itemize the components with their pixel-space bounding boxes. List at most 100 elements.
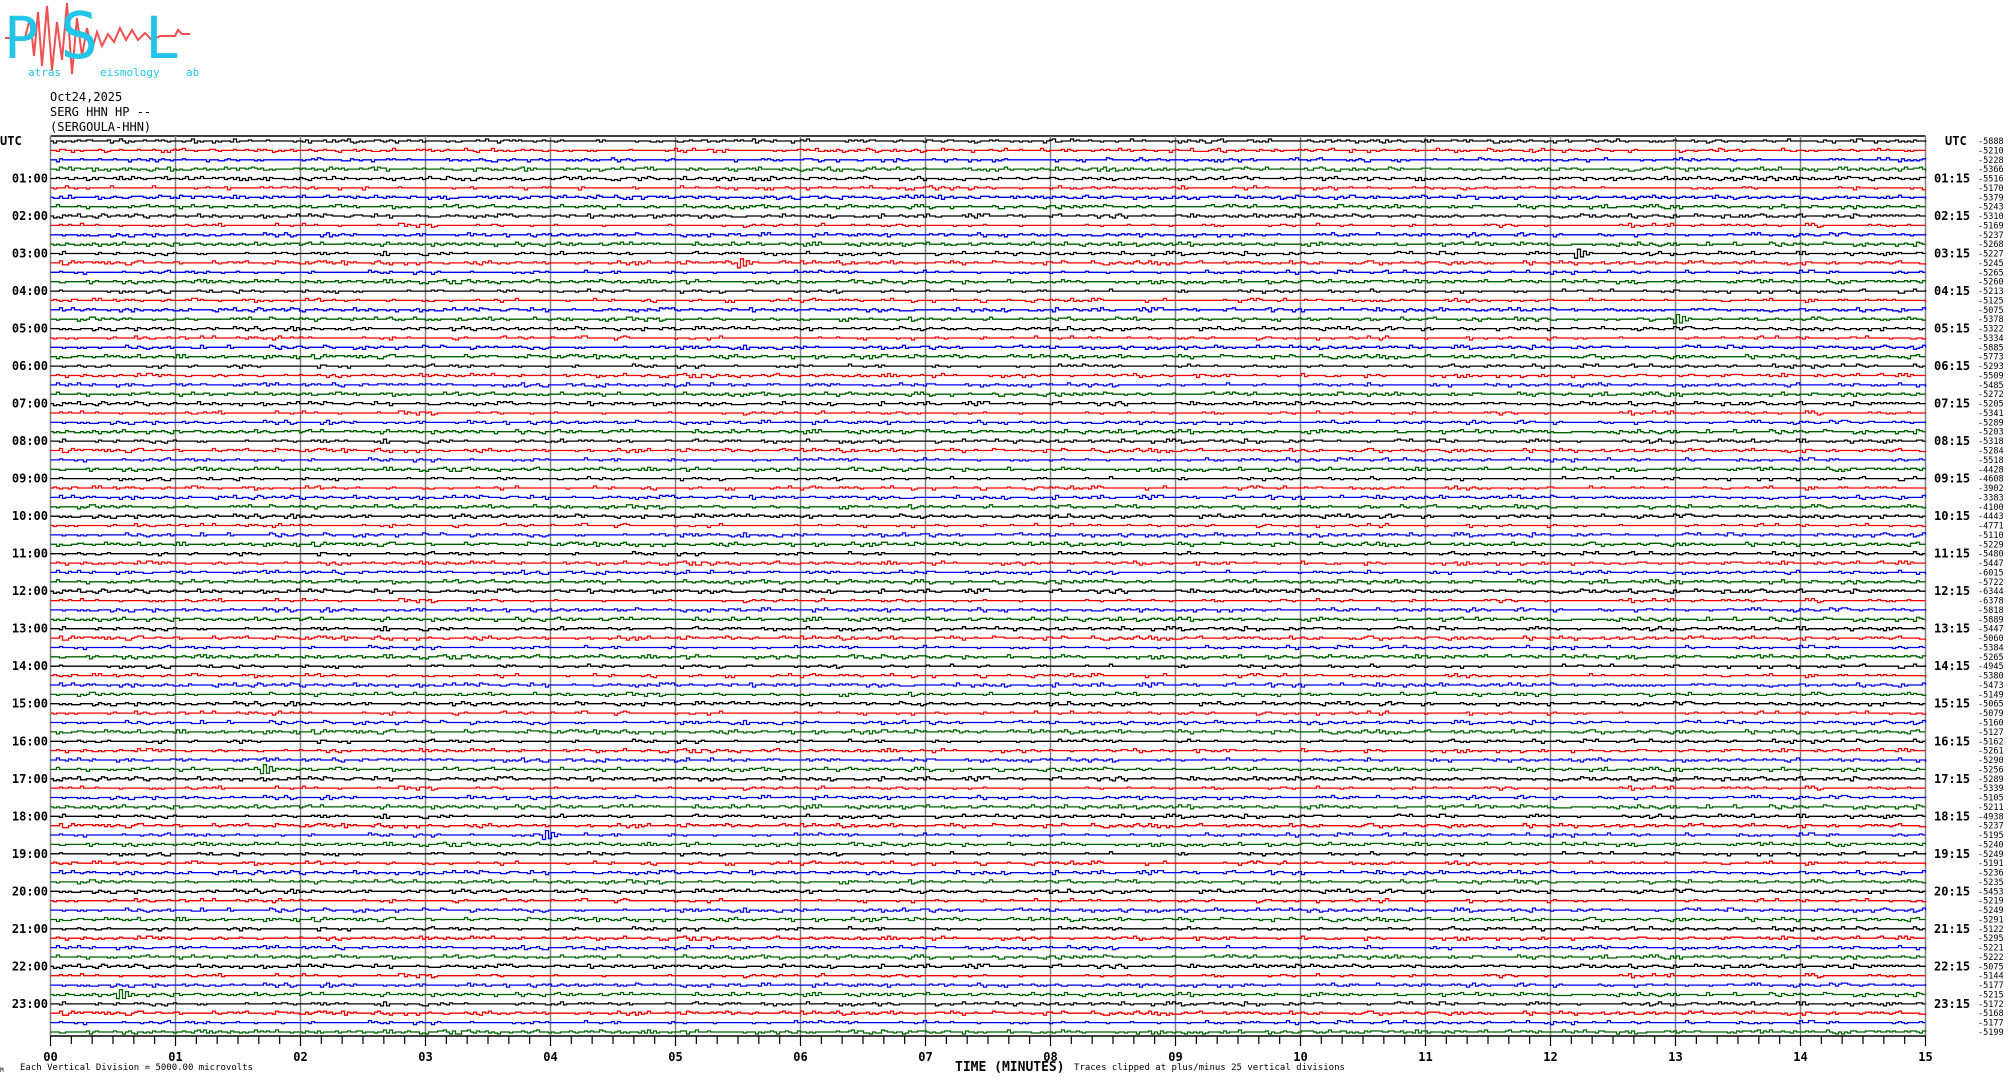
seismic-trace bbox=[50, 541, 1926, 547]
left-hour-label: 21:00 bbox=[12, 922, 48, 936]
logo-letter-l: L bbox=[145, 4, 180, 72]
trace-offset-value: -3383 bbox=[1978, 493, 2004, 503]
seismic-trace bbox=[50, 532, 1927, 538]
trace-offset-value: -5265 bbox=[1978, 268, 2004, 278]
trace-offset-value: -5885 bbox=[1978, 343, 2004, 353]
right-hour-label: 02:15 bbox=[1934, 209, 1970, 223]
seismic-trace bbox=[50, 794, 1927, 801]
trace-offset-value: -5516 bbox=[1978, 175, 2004, 185]
seismic-trace bbox=[50, 823, 1927, 829]
trace-offset-value: -5235 bbox=[1978, 878, 2004, 888]
seismic-trace bbox=[50, 185, 1927, 191]
right-hour-label: 13:15 bbox=[1934, 622, 1970, 636]
left-hour-label: 08:00 bbox=[12, 434, 48, 448]
trace-offset-value: -5110 bbox=[1978, 531, 2004, 541]
trace-offset-value: -5228 bbox=[1978, 156, 2004, 166]
trace-offset-value: -5268 bbox=[1978, 240, 2004, 250]
seismic-trace bbox=[50, 466, 1927, 472]
left-hour-label: 01:00 bbox=[12, 172, 48, 186]
seismic-trace bbox=[50, 879, 1927, 885]
trace-offset-value: -5065 bbox=[1978, 700, 2004, 710]
seismic-trace bbox=[50, 860, 1927, 866]
right-hour-label: 20:15 bbox=[1934, 884, 1970, 898]
trace-offset-value: -5818 bbox=[1978, 606, 2004, 616]
seismic-trace bbox=[50, 485, 1927, 491]
seismic-trace bbox=[50, 232, 1927, 238]
trace-offset-value: -5079 bbox=[1978, 709, 2004, 719]
seismic-trace bbox=[50, 288, 1927, 294]
trace-offset-value: -5170 bbox=[1978, 184, 2004, 194]
seismic-trace bbox=[50, 1019, 1926, 1026]
right-hour-label: 03:15 bbox=[1934, 247, 1970, 261]
time-labels: -5888 UTC UTC -5210-5228-5366-5516 01:00 01:1… bbox=[0, 134, 2004, 1038]
right-hour-label: 16:15 bbox=[1934, 734, 1970, 748]
right-hour-label: 23:15 bbox=[1934, 997, 1970, 1011]
left-hour-label: 13:00 bbox=[12, 622, 48, 636]
trace-offset-value: -5105 bbox=[1978, 794, 2004, 804]
seismic-trace bbox=[50, 363, 1926, 369]
right-hour-label: 21:15 bbox=[1934, 922, 1970, 936]
seismic-trace bbox=[50, 222, 1926, 229]
trace-offset-value: -3902 bbox=[1978, 484, 2004, 494]
seismic-trace bbox=[50, 691, 1927, 698]
left-hour-label: 03:00 bbox=[12, 247, 48, 261]
trace-offset-value: -5199 bbox=[1978, 1028, 2004, 1038]
x-tick-label: 13 bbox=[1668, 1050, 1682, 1064]
trace-offset-value: -5722 bbox=[1978, 578, 2004, 588]
trace-offset-value: -5318 bbox=[1978, 437, 2004, 447]
minute-grid bbox=[49, 135, 1927, 1036]
left-hour-label: 12:00 bbox=[12, 584, 48, 598]
seismic-trace bbox=[50, 1010, 1927, 1016]
trace-offset-value: -5219 bbox=[1978, 897, 2004, 907]
trace-offset-value: -6344 bbox=[1978, 587, 2004, 597]
seismic-trace bbox=[50, 447, 1927, 454]
seismic-trace bbox=[50, 988, 1926, 1000]
trace-offset-value: -5237 bbox=[1978, 822, 2004, 832]
station-channel: SERG HHN HP -- bbox=[50, 105, 152, 119]
trace-offset-value: -5122 bbox=[1978, 925, 2004, 935]
trace-offset-value: -4428 bbox=[1978, 465, 2004, 475]
left-hour-label: 14:00 bbox=[12, 659, 48, 673]
seismic-trace bbox=[50, 157, 1927, 163]
seismic-trace bbox=[50, 644, 1926, 651]
trace-offset-value: -5291 bbox=[1978, 916, 2004, 926]
seismic-trace bbox=[50, 616, 1926, 622]
seismic-trace bbox=[50, 354, 1926, 360]
seismic-trace bbox=[50, 654, 1927, 660]
seismic-trace bbox=[50, 1001, 1926, 1007]
psl-logo: P S L atras eismology ab bbox=[4, 0, 199, 79]
x-tick-label: 07 bbox=[918, 1050, 932, 1064]
seismic-trace bbox=[50, 410, 1926, 416]
seismic-trace bbox=[50, 963, 1926, 969]
trace-offset-value: -5211 bbox=[1978, 803, 2004, 813]
trace-offset-value: -5215 bbox=[1978, 991, 2004, 1001]
right-hour-label: 09:15 bbox=[1934, 472, 1970, 486]
footer-mark: M bbox=[0, 1067, 4, 1074]
seismic-trace bbox=[50, 175, 1927, 182]
seismic-trace bbox=[50, 391, 1926, 397]
seismic-trace bbox=[50, 607, 1927, 613]
trace-offset-value: -5169 bbox=[1978, 221, 2004, 231]
trace-offset-value: -5149 bbox=[1978, 690, 2004, 700]
seismic-trace bbox=[50, 597, 1926, 604]
trace-offset-value: -5290 bbox=[1978, 756, 2004, 766]
seismic-trace bbox=[50, 738, 1926, 744]
seismic-trace bbox=[50, 776, 1926, 782]
trace-offset-value: -5889 bbox=[1978, 615, 2004, 625]
right-hour-label: 18:15 bbox=[1934, 809, 1970, 823]
left-hour-label: UTC bbox=[0, 134, 22, 148]
seismic-trace bbox=[50, 757, 1927, 763]
x-axis: 00 01 02 03 04 05 06 07 08 09 10 11 12 13 14 15 bbox=[43, 1035, 1933, 1064]
trace-offset-value: -4945 bbox=[1978, 662, 2004, 672]
seismic-trace bbox=[50, 869, 1927, 876]
seismic-trace bbox=[50, 522, 1927, 529]
trace-offset-value: -5509 bbox=[1978, 372, 2004, 382]
trace-offset-value: -5380 bbox=[1978, 672, 2004, 682]
trace-offset-value: -5261 bbox=[1978, 747, 2004, 757]
scale-note: Each Vertical Division = 5000.00 microvo… bbox=[20, 1063, 253, 1073]
trace-offset-value: -5205 bbox=[1978, 400, 2004, 410]
trace-offset-value: -5249 bbox=[1978, 906, 2004, 916]
trace-offset-value: -5322 bbox=[1978, 325, 2004, 335]
right-hour-label: 22:15 bbox=[1934, 959, 1970, 973]
left-hour-label: 20:00 bbox=[12, 884, 48, 898]
